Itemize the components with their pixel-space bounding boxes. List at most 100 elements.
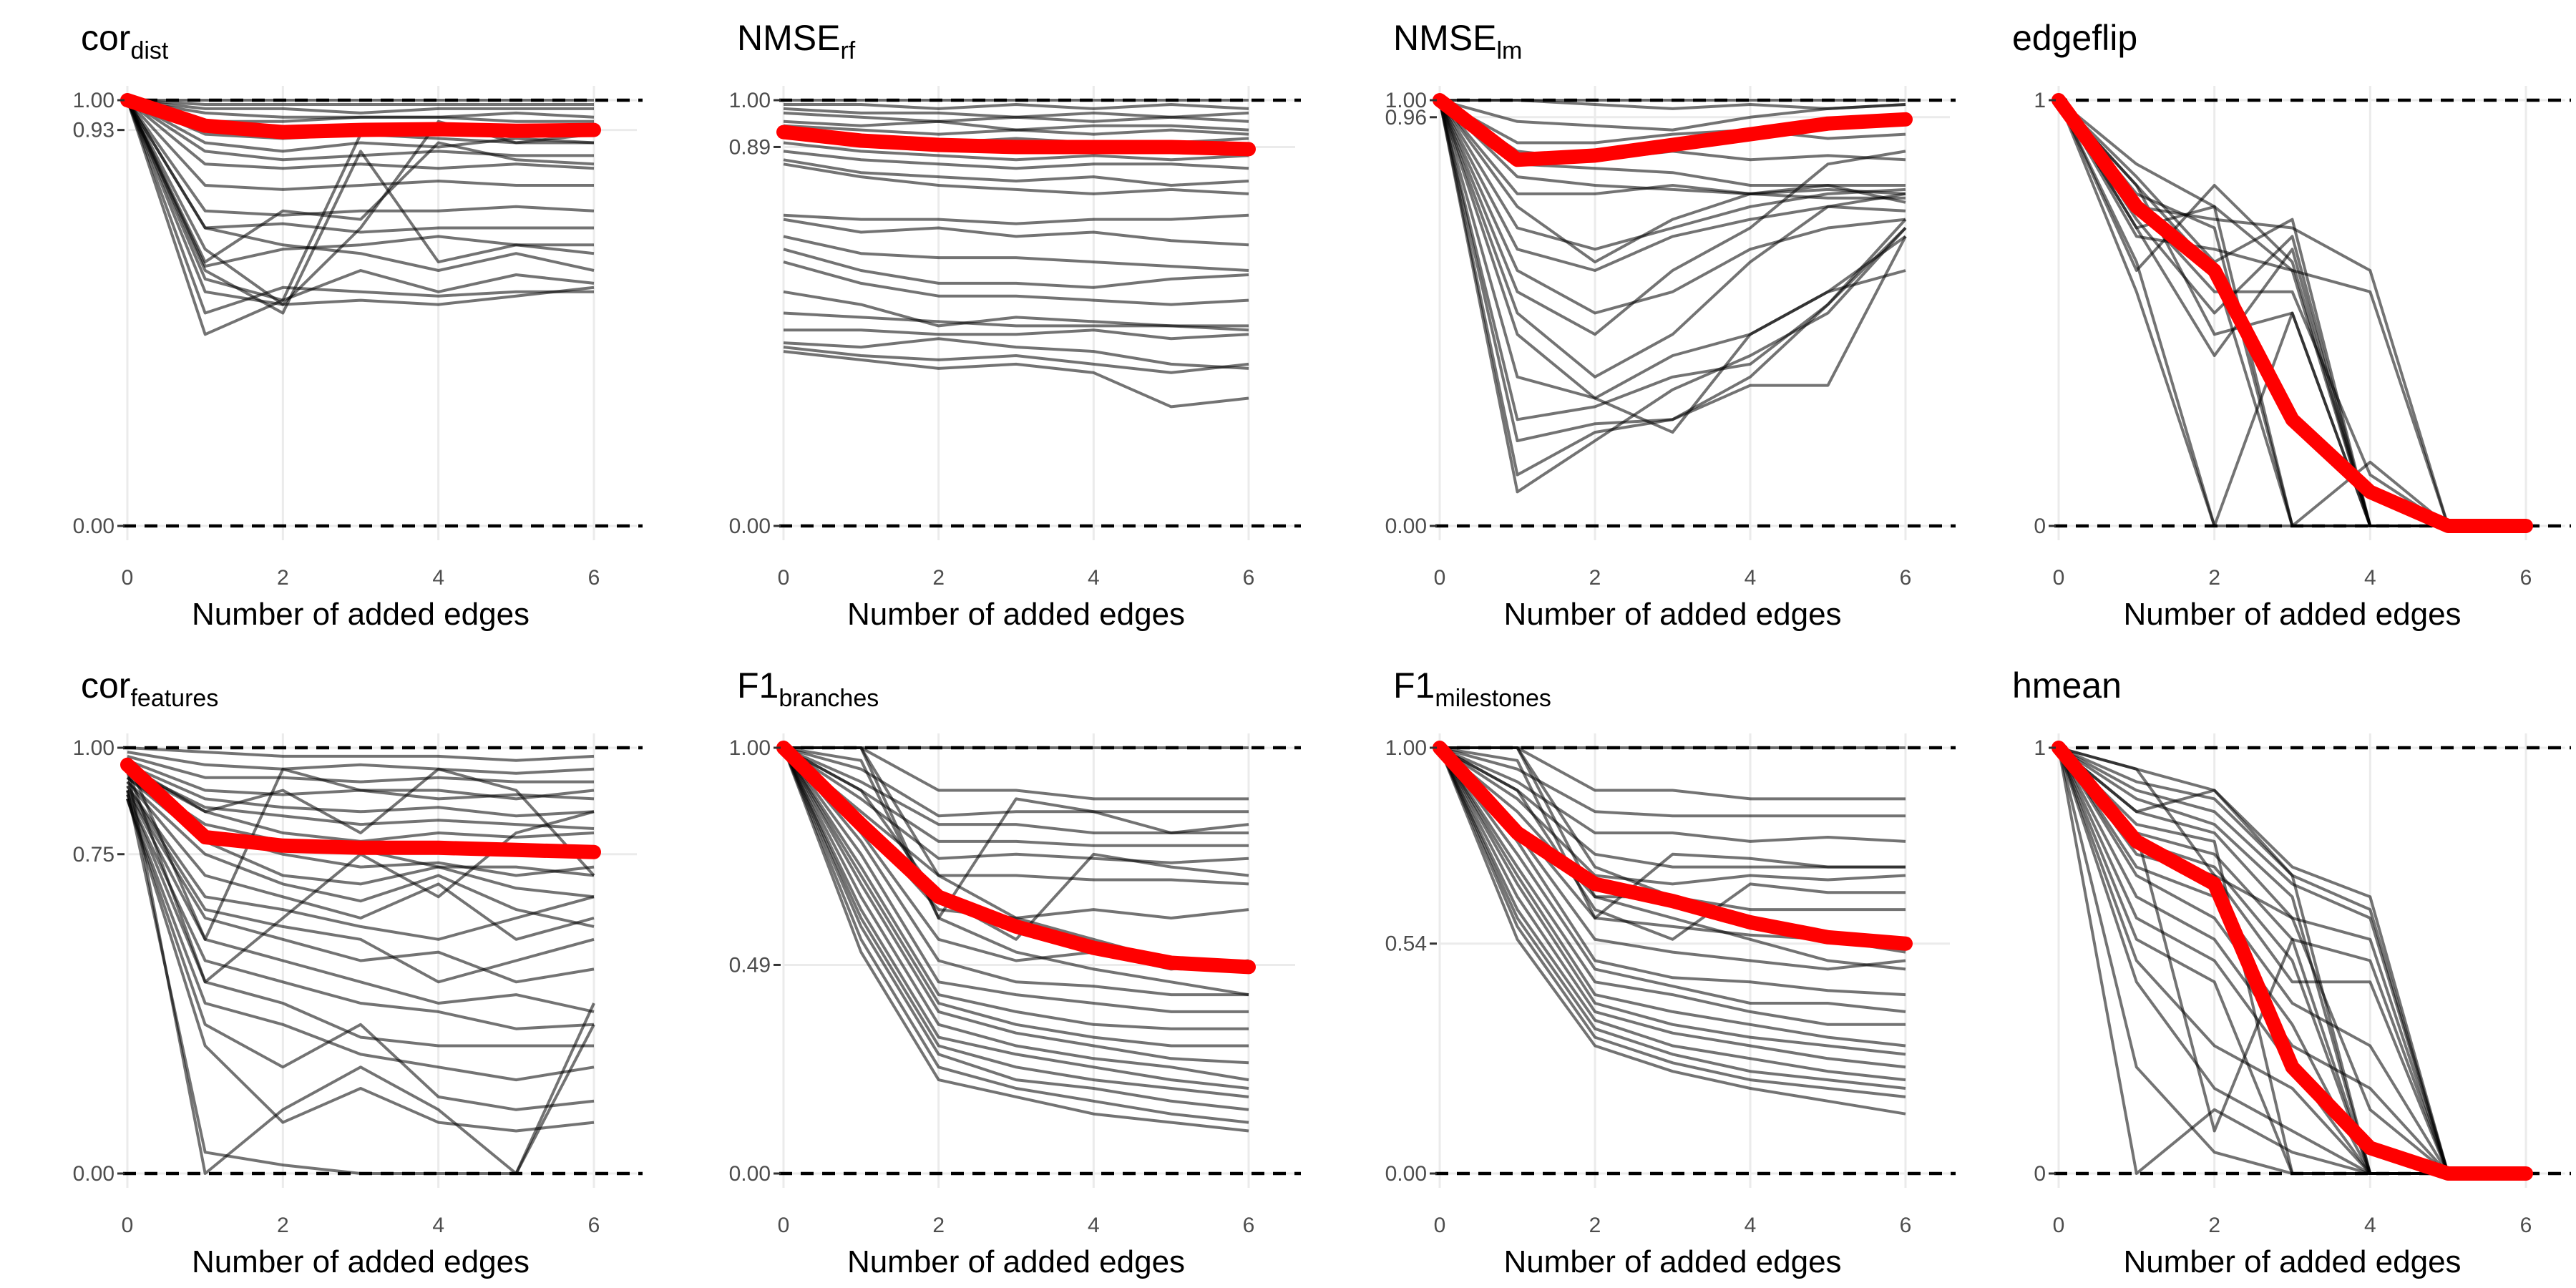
series-line — [1438, 746, 1906, 1048]
series-line — [783, 260, 1249, 306]
panel-title: F1milestones — [1393, 665, 1551, 712]
x-tick-label: 4 — [1745, 566, 1757, 590]
series-line — [126, 769, 595, 1175]
series-line — [782, 747, 1249, 1098]
y-tick-label: 0.96 — [1385, 106, 1427, 130]
x-tick-label: 6 — [2520, 566, 2532, 590]
x-axis-title: Number of added edges — [847, 597, 1185, 632]
series-line — [783, 235, 1249, 272]
panel-title: NMSErf — [737, 18, 856, 64]
x-tick-label: 2 — [277, 566, 289, 590]
x-tick-label: 2 — [2208, 1214, 2220, 1237]
y-tick-label: 0.00 — [73, 1162, 114, 1186]
series-line — [126, 99, 594, 315]
panel-title-main: edgeflip — [2012, 18, 2137, 58]
series-line — [126, 789, 595, 984]
x-tick-label: 0 — [778, 566, 790, 590]
series-line — [126, 99, 595, 272]
series-line — [782, 747, 1249, 1065]
x-axis-title: Number of added edges — [1503, 1244, 1841, 1279]
x-tick-label: 4 — [432, 1214, 444, 1237]
x-tick-label: 6 — [588, 1214, 600, 1237]
series-line — [782, 746, 1249, 1048]
x-tick-label: 6 — [2520, 1214, 2532, 1237]
y-tick-label: 0 — [2034, 1162, 2046, 1186]
series-line — [1438, 99, 1906, 264]
mean-line — [776, 741, 1256, 975]
y-tick-label: 1.00 — [729, 89, 771, 112]
series-line — [1438, 747, 1906, 1082]
series-line — [1438, 99, 1906, 379]
series-line — [126, 785, 595, 941]
y-tick-label: 0.00 — [729, 514, 771, 538]
panel-title-subscript: rf — [840, 37, 855, 64]
mean-line — [776, 125, 1256, 157]
series-line — [782, 747, 1249, 1090]
x-axis-title: Number of added edges — [847, 1244, 1185, 1279]
series-line — [1438, 746, 1906, 1013]
series-line — [782, 747, 1249, 1111]
x-tick-label: 6 — [1900, 1214, 1912, 1237]
series-line — [783, 337, 1249, 370]
y-tick-label: 0.75 — [73, 843, 114, 867]
panel-title-main: hmean — [2012, 665, 2122, 706]
y-tick-label: 1.00 — [1385, 89, 1427, 112]
mean-line — [2051, 93, 2533, 533]
panel-5: 1.00 0.75 0.00 0 2 4 6 Number of added edges cor… — [73, 665, 643, 1279]
x-tick-label: 2 — [2208, 566, 2220, 590]
panel-title-subscript: branches — [779, 685, 879, 712]
y-tick-label: 0 — [2034, 514, 2046, 538]
series-line — [783, 218, 1249, 247]
x-axis-title: Number of added edges — [192, 597, 530, 632]
series-line — [783, 162, 1249, 195]
x-tick-label: 4 — [1745, 1214, 1757, 1237]
series-line — [1438, 99, 1906, 200]
series-line — [782, 746, 1249, 886]
y-tick-label: 0.93 — [73, 119, 114, 142]
x-tick-label: 2 — [932, 566, 945, 590]
panel-title-main: F1 — [1393, 665, 1435, 706]
panel-title-subscript: features — [130, 685, 218, 712]
series-line — [1438, 99, 1907, 477]
y-tick-label: 1 — [2034, 736, 2046, 760]
panel-6: 1.00 0.49 0.00 0 2 4 6 Number of added edges F1b… — [729, 665, 1301, 1279]
x-tick-label: 4 — [2364, 566, 2376, 590]
series-line — [1439, 746, 1906, 843]
series-line — [1438, 99, 1906, 315]
panels: 1.00 0.93 0.00 0 2 4 6 Number of added edges cor… — [73, 18, 2571, 1279]
series-line — [1438, 747, 1906, 1090]
series-line — [783, 248, 1249, 289]
series-line — [127, 768, 595, 830]
x-tick-label: 4 — [432, 566, 444, 590]
x-axis-title: Number of added edges — [192, 1244, 530, 1279]
series-line — [126, 794, 595, 1030]
mean-line — [120, 757, 601, 859]
y-tick-label: 0.54 — [1385, 932, 1427, 956]
x-tick-label: 0 — [1434, 566, 1446, 590]
series-line — [1438, 747, 1906, 1056]
x-tick-label: 2 — [932, 1214, 945, 1237]
series-line — [127, 754, 594, 784]
panel-7: 1.00 0.54 0.00 0 2 4 6 Number of added edges F1m… — [1385, 665, 1956, 1279]
y-tick-label: 0.49 — [729, 953, 771, 977]
x-tick-label: 2 — [277, 1214, 289, 1237]
series-line — [126, 99, 594, 191]
series-line — [1439, 746, 1906, 818]
series-line — [782, 747, 1249, 1133]
series-line — [126, 99, 595, 306]
x-tick-label: 2 — [1589, 1214, 1601, 1237]
series-line — [1439, 746, 1906, 919]
series-line — [783, 124, 1249, 136]
series-line — [126, 798, 595, 1111]
series-line — [782, 746, 1249, 1030]
series-line — [783, 350, 1249, 409]
series-line — [783, 311, 1249, 328]
x-tick-label: 0 — [122, 566, 134, 590]
panel-title-main: cor — [81, 18, 130, 58]
panel-title-main: cor — [81, 665, 130, 706]
series-line — [783, 746, 1249, 818]
series-line — [126, 99, 594, 162]
series-line — [126, 781, 595, 941]
series-line — [784, 328, 1249, 341]
